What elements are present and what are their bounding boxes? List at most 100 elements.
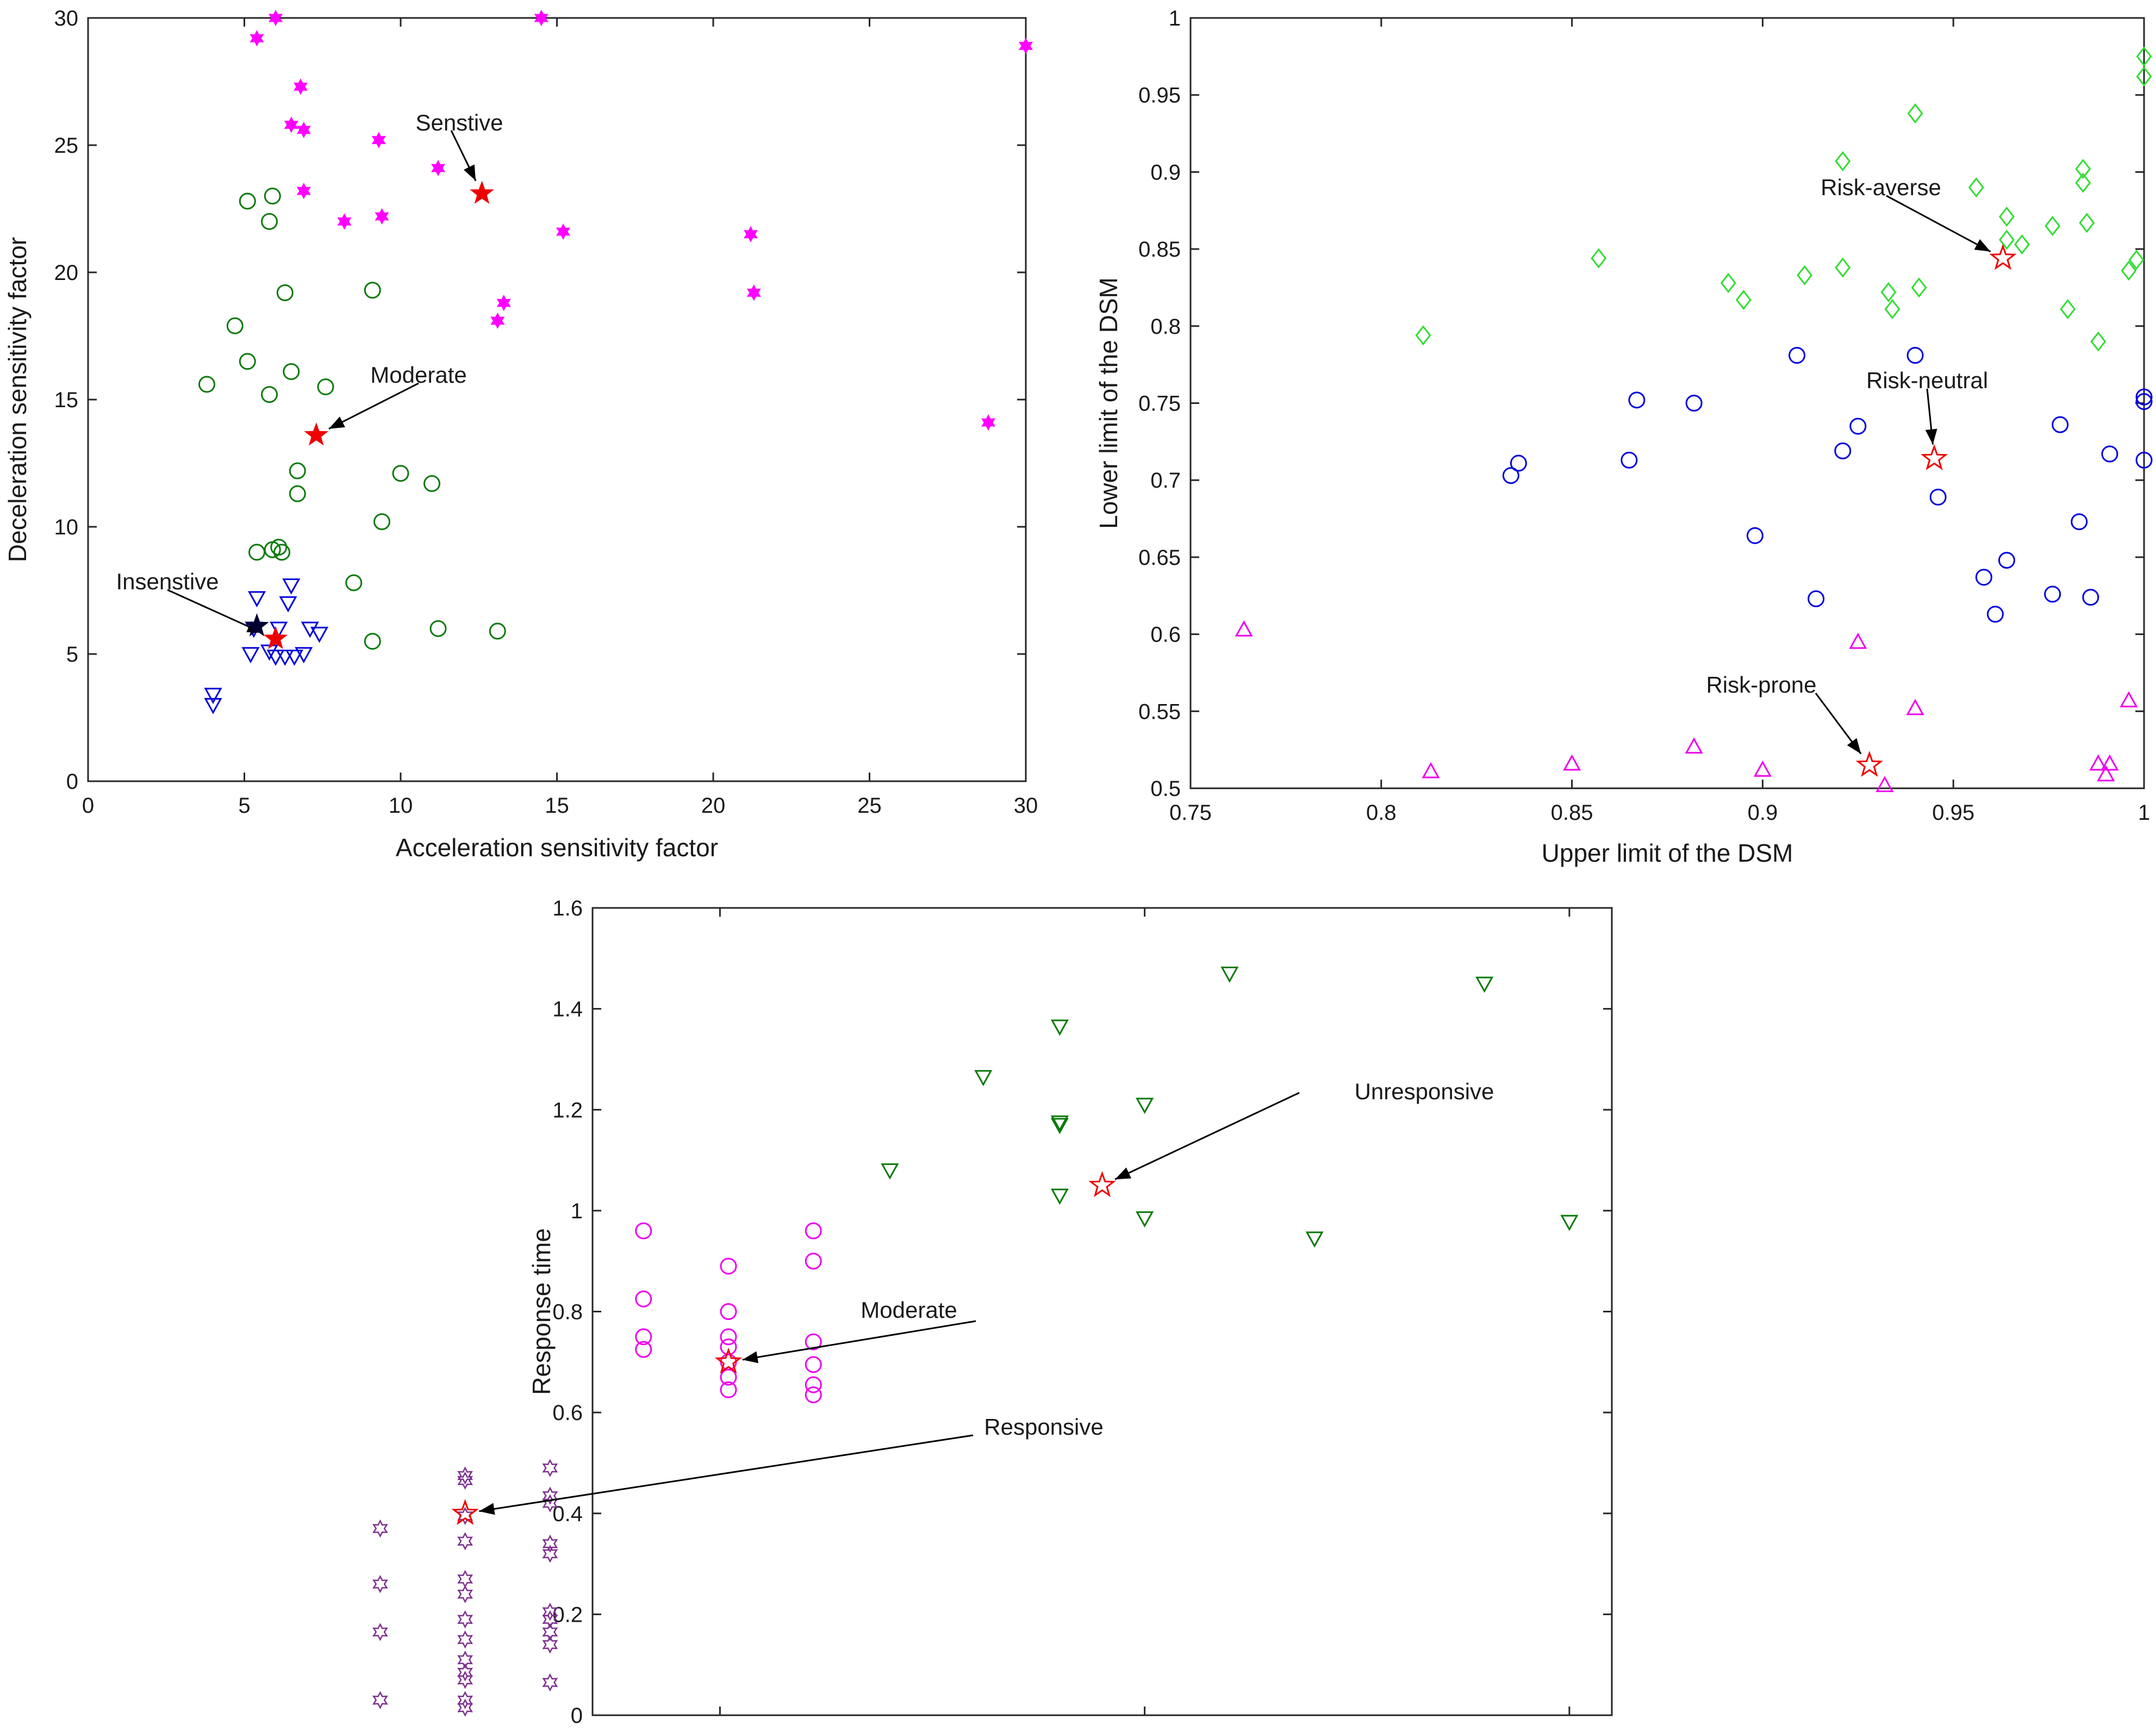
centroid-star bbox=[263, 626, 288, 649]
data-point bbox=[270, 538, 288, 556]
data-point bbox=[2082, 589, 2099, 606]
annotation-arrowhead bbox=[463, 164, 476, 181]
y-tick-label: 0.65 bbox=[1138, 546, 1181, 570]
annotation-label: Insenstive bbox=[116, 569, 219, 594]
data-point bbox=[293, 78, 308, 95]
data-point bbox=[1510, 454, 1527, 472]
annotation-arrow bbox=[167, 589, 263, 634]
data-point bbox=[2014, 234, 2030, 255]
data-point bbox=[542, 1673, 558, 1692]
chart-accel-decel: 0 5 10 15 20 25 30 0 5 10 15 20 25 30 Acceleration sen… bbox=[3, 7, 1038, 862]
data-point bbox=[542, 1486, 558, 1505]
y-tick-label: 1 bbox=[571, 1199, 583, 1223]
data-point bbox=[372, 1623, 388, 1641]
annotation-arrowhead bbox=[328, 416, 345, 429]
data-point bbox=[1720, 272, 1736, 293]
data-point bbox=[1136, 1098, 1154, 1114]
data-point bbox=[1563, 754, 1581, 771]
data-point bbox=[1685, 395, 1703, 412]
data-point bbox=[295, 647, 313, 664]
data-point bbox=[241, 647, 260, 664]
data-point bbox=[2097, 765, 2115, 782]
data-point bbox=[805, 1376, 822, 1393]
data-point bbox=[720, 1368, 737, 1386]
centroid-star bbox=[1088, 1171, 1116, 1197]
centroid-star bbox=[451, 1499, 479, 1525]
data-point bbox=[1789, 347, 1806, 364]
centroid-star bbox=[470, 180, 494, 204]
data-point bbox=[542, 1610, 558, 1629]
data-point bbox=[457, 1466, 473, 1485]
centroid-star bbox=[1989, 244, 2017, 270]
y-axis-label: Response time bbox=[527, 1228, 556, 1395]
chart-response: 0 0.2 0.4 0.6 0.8 1 1.2 1.4 1.6 Response time Unre… bbox=[372, 896, 1613, 1728]
data-point bbox=[2071, 513, 2088, 531]
x-tick-label: 10 bbox=[389, 794, 413, 818]
y-tick-label: 1.6 bbox=[552, 896, 583, 920]
series-sensitive-cluster bbox=[250, 9, 1033, 431]
data-point bbox=[261, 213, 278, 230]
data-point bbox=[635, 1328, 652, 1346]
data-point bbox=[542, 1534, 558, 1553]
x-tick-label: 5 bbox=[238, 794, 250, 818]
data-point bbox=[289, 462, 306, 480]
data-point bbox=[1998, 207, 2015, 227]
data-point bbox=[489, 622, 506, 640]
y-tick-label: 0.6 bbox=[1150, 623, 1181, 647]
data-point bbox=[805, 1222, 822, 1240]
y-tick-label: 0.55 bbox=[1138, 700, 1181, 724]
data-point bbox=[1621, 451, 1638, 469]
data-point bbox=[273, 544, 290, 561]
data-point bbox=[1880, 282, 1897, 302]
data-point bbox=[1884, 299, 1900, 320]
data-point bbox=[746, 284, 761, 301]
y-tick-label: 0.6 bbox=[552, 1401, 583, 1425]
data-point bbox=[1746, 527, 1764, 544]
data-point bbox=[457, 1651, 473, 1669]
data-point bbox=[247, 591, 266, 608]
data-point bbox=[2101, 445, 2118, 463]
data-point bbox=[2045, 216, 2061, 236]
data-point bbox=[1685, 737, 1703, 754]
data-point bbox=[542, 1635, 558, 1654]
annotation-arrowhead bbox=[1115, 1167, 1132, 1180]
data-point bbox=[457, 1671, 473, 1689]
plot-box bbox=[591, 907, 1613, 1716]
x-tick-label: 0.9 bbox=[1748, 801, 1778, 825]
data-point bbox=[317, 378, 334, 396]
annotation-label: Moderate bbox=[861, 1297, 957, 1323]
annotation-arrow bbox=[742, 1320, 976, 1361]
data-point bbox=[2052, 416, 2069, 433]
annotation-arrowhead bbox=[1847, 738, 1861, 754]
annotation-label: Risk-averse bbox=[1821, 175, 1941, 200]
data-point bbox=[457, 1663, 473, 1682]
centroid-star bbox=[1855, 751, 1884, 777]
x-tick-label: 25 bbox=[857, 794, 882, 818]
data-point bbox=[1835, 151, 1851, 172]
data-point bbox=[268, 9, 283, 27]
data-point bbox=[423, 475, 440, 492]
data-point bbox=[371, 132, 386, 148]
data-point bbox=[457, 1471, 473, 1490]
annotation-arrowhead bbox=[1974, 239, 1991, 252]
data-point bbox=[542, 1545, 558, 1563]
y-tick-label: 10 bbox=[54, 515, 79, 539]
y-tick-label: 1.2 bbox=[552, 1098, 583, 1122]
data-point bbox=[2060, 299, 2076, 320]
data-point bbox=[1907, 103, 1923, 124]
data-point bbox=[1835, 257, 1851, 278]
annotation-label: Risk-neutral bbox=[1866, 368, 1988, 393]
data-point bbox=[1050, 1188, 1069, 1205]
y-axis-label: Lower limit of the DSM bbox=[1094, 277, 1123, 529]
y-tick-label: 0 bbox=[66, 770, 78, 794]
data-point bbox=[720, 1381, 737, 1398]
data-point bbox=[282, 578, 301, 595]
data-point bbox=[204, 698, 222, 714]
data-point bbox=[1220, 966, 1239, 983]
y-tick-label: 0.75 bbox=[1138, 392, 1181, 416]
data-point bbox=[1235, 620, 1253, 637]
data-point bbox=[2128, 250, 2145, 270]
data-point bbox=[372, 1519, 388, 1538]
data-point bbox=[1560, 1215, 1579, 1231]
data-point bbox=[542, 1459, 558, 1477]
